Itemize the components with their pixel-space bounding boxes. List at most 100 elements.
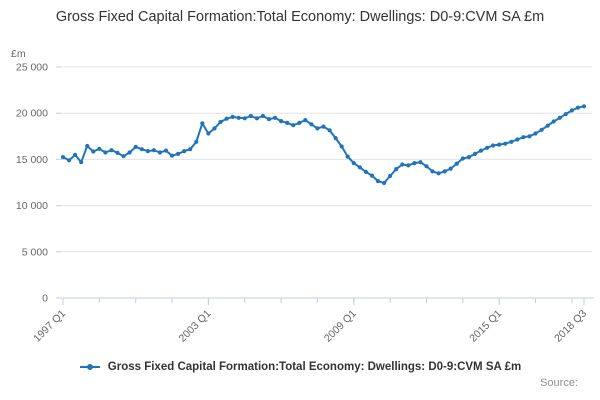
data-point-marker <box>182 149 187 154</box>
data-point-marker <box>254 116 259 121</box>
data-point-marker <box>103 150 108 155</box>
data-point-marker <box>266 117 272 122</box>
y-axis-tick-label: 20 000 <box>16 108 48 120</box>
y-axis-tick-label: 10 000 <box>16 200 48 212</box>
data-point-marker <box>545 123 550 128</box>
y-axis-tick-label: 0 <box>42 293 48 305</box>
chart-plot-area: £m 0 5 000 10 000 15 000 20 000 25 000 1997 Q1 2… <box>11 48 594 345</box>
data-point-marker <box>73 152 78 157</box>
data-point-marker <box>527 134 532 139</box>
data-point-marker <box>521 135 526 140</box>
data-point-marker <box>212 126 217 131</box>
data-point-marker <box>485 145 490 150</box>
data-point-marker <box>242 116 247 121</box>
data-point-marker <box>200 121 205 126</box>
data-point-marker <box>581 104 587 109</box>
data-point-marker <box>218 119 223 125</box>
data-point-marker <box>60 155 66 160</box>
data-point-marker <box>176 151 181 156</box>
data-point-marker <box>357 165 362 170</box>
data-point-marker <box>454 161 459 166</box>
data-point-marker <box>472 151 478 156</box>
data-point-marker <box>279 119 284 124</box>
data-point-marker <box>121 154 126 159</box>
data-point-marker <box>85 143 90 149</box>
data-point-marker <box>139 147 144 152</box>
data-point-marker <box>285 120 290 125</box>
data-point-marker <box>436 171 441 176</box>
data-point-marker <box>230 114 235 119</box>
data-point-marker <box>375 179 381 184</box>
data-point-marker <box>575 105 581 110</box>
data-point-marker <box>297 120 302 125</box>
x-axis-tick-label: 2003 Q1 <box>177 308 214 345</box>
data-point-marker <box>327 128 332 133</box>
data-point-marker <box>388 173 393 179</box>
data-point-marker <box>315 126 320 131</box>
data-point-marker <box>145 149 150 154</box>
data-point-marker <box>109 148 114 153</box>
data-point-marker <box>188 147 193 152</box>
data-point-marker <box>551 119 556 124</box>
data-point-marker <box>497 142 502 147</box>
data-point-marker <box>412 161 417 166</box>
data-point-marker <box>351 161 356 166</box>
x-axis-tick-label: 2009 Q1 <box>322 308 359 345</box>
data-point-marker <box>369 173 375 178</box>
data-point-marker <box>321 124 326 129</box>
y-axis-tick-label: 25 000 <box>16 62 48 74</box>
x-axis-tick-label: 1997 Q1 <box>31 308 68 345</box>
data-point-marker <box>569 108 575 113</box>
data-point-marker <box>291 123 296 128</box>
data-point-marker <box>67 158 72 163</box>
data-point-marker <box>460 156 465 161</box>
y-axis-unit-label: £m <box>11 48 26 60</box>
data-point-marker <box>206 131 211 136</box>
data-point-marker <box>503 141 508 146</box>
data-point-marker <box>430 169 435 174</box>
data-point-marker <box>394 167 399 172</box>
data-point-marker <box>79 160 84 165</box>
data-point-marker <box>400 162 405 167</box>
data-point-marker <box>194 139 199 144</box>
data-point-marker <box>539 127 544 132</box>
data-point-marker <box>127 150 132 155</box>
data-point-marker <box>345 154 350 159</box>
y-axis-tick-label: 5 000 <box>22 246 48 258</box>
data-point-marker <box>448 166 453 171</box>
data-point-marker <box>466 155 471 160</box>
data-point-marker <box>163 148 169 153</box>
data-point-marker <box>224 116 229 121</box>
data-point-marker <box>424 164 429 169</box>
data-point-marker <box>533 131 538 136</box>
data-point-marker <box>418 160 423 165</box>
y-axis-tick-label: 15 000 <box>16 154 48 166</box>
data-point-marker <box>151 148 156 153</box>
data-point-marker <box>133 144 138 149</box>
data-point-marker <box>157 150 162 155</box>
legend-line-marker-icon <box>79 364 100 370</box>
data-point-marker <box>442 169 447 174</box>
data-point-marker <box>382 180 387 186</box>
data-point-marker <box>515 137 520 142</box>
x-axis-tick-label: 2015 Q1 <box>467 308 504 345</box>
data-point-marker <box>557 115 562 120</box>
legend-label: Gross Fixed Capital Formation:Total Econ… <box>107 361 522 373</box>
data-point-marker <box>272 115 278 120</box>
data-point-marker <box>563 112 568 117</box>
data-point-marker <box>509 139 514 144</box>
data-point-marker <box>248 113 253 119</box>
data-point-marker <box>333 136 338 141</box>
data-point-marker <box>260 113 265 119</box>
chart-legend: Gross Fixed Capital Formation:Total Econ… <box>0 361 600 373</box>
source-label: Source: <box>540 377 578 389</box>
data-point-marker <box>97 146 102 151</box>
x-axis-tick-label: 2018 Q3 <box>552 308 589 345</box>
data-point-marker <box>303 118 308 123</box>
data-point-marker <box>491 143 496 148</box>
data-point-marker <box>339 144 344 149</box>
chart-title: Gross Fixed Capital Formation:Total Econ… <box>55 9 545 25</box>
data-point-marker <box>363 169 368 174</box>
data-point-marker <box>478 148 484 153</box>
